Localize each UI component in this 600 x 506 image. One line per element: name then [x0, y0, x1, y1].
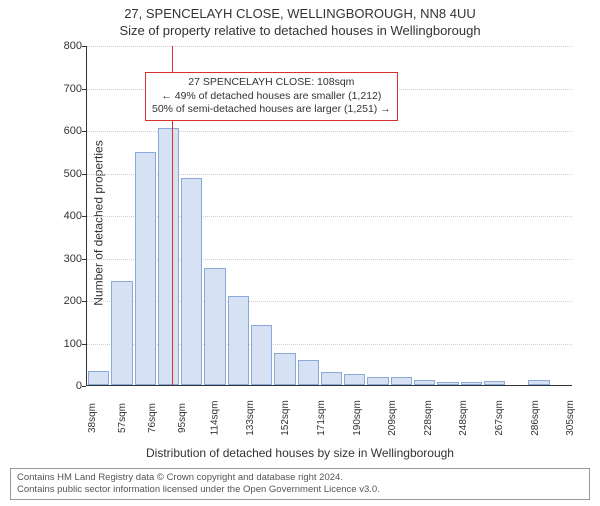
histogram-bar	[135, 152, 156, 385]
x-tick-label: 248sqm	[458, 400, 486, 436]
x-tick-label: 57sqm	[117, 403, 145, 433]
x-tick-label: 114sqm	[209, 401, 237, 436]
histogram-bar	[484, 381, 505, 385]
y-tick-label: 300	[52, 253, 82, 265]
histogram-bar	[251, 325, 272, 385]
histogram-bar	[228, 296, 249, 385]
histogram-bar	[111, 281, 132, 385]
y-tick-label: 400	[52, 210, 82, 222]
histogram-bar	[414, 380, 435, 385]
page-subtitle: Size of property relative to detached ho…	[0, 23, 600, 38]
y-tick-label: 100	[52, 338, 82, 350]
page-title: 27, SPENCELAYH CLOSE, WELLINGBOROUGH, NN…	[0, 6, 600, 21]
histogram-chart: Number of detached properties 27 SPENCEL…	[52, 46, 572, 416]
x-tick-label: 228sqm	[423, 400, 451, 436]
histogram-bar	[158, 128, 179, 385]
histogram-bar	[181, 178, 202, 385]
x-tick-label: 95sqm	[177, 403, 205, 433]
histogram-bar	[461, 382, 482, 385]
x-tick-label: 152sqm	[280, 400, 308, 436]
x-tick-label: 171sqm	[316, 400, 344, 436]
histogram-bar	[528, 380, 549, 385]
histogram-bar	[204, 268, 225, 385]
x-tick-label: 209sqm	[387, 400, 415, 436]
x-tick-label: 190sqm	[351, 400, 379, 436]
histogram-bar	[88, 371, 109, 385]
x-tick-label: 76sqm	[147, 403, 175, 433]
histogram-bar	[321, 372, 342, 385]
x-axis-caption: Distribution of detached houses by size …	[0, 446, 600, 460]
x-tick-label: 286sqm	[529, 400, 557, 436]
histogram-bar	[391, 377, 412, 386]
property-callout: 27 SPENCELAYH CLOSE: 108sqm ← 49% of det…	[145, 72, 398, 121]
attribution-footer: Contains HM Land Registry data © Crown c…	[10, 468, 590, 500]
x-tick-label: 133sqm	[245, 400, 273, 436]
histogram-bar	[437, 382, 458, 385]
x-tick-label: 305sqm	[565, 400, 593, 436]
histogram-bar	[344, 374, 365, 385]
y-tick-label: 800	[52, 40, 82, 52]
footer-line-2: Contains public sector information licen…	[17, 484, 583, 496]
y-tick-label: 700	[52, 83, 82, 95]
callout-line-1: 27 SPENCELAYH CLOSE: 108sqm	[152, 76, 391, 90]
histogram-bar	[367, 377, 388, 385]
footer-line-1: Contains HM Land Registry data © Crown c…	[17, 472, 583, 484]
y-tick-label: 600	[52, 125, 82, 137]
x-labels: 38sqm57sqm76sqm95sqm114sqm133sqm152sqm17…	[86, 388, 572, 416]
callout-line-2: ← 49% of detached houses are smaller (1,…	[152, 90, 391, 104]
x-tick-label: 267sqm	[494, 400, 522, 436]
x-tick-label: 38sqm	[87, 403, 115, 433]
y-tick-label: 200	[52, 295, 82, 307]
y-tick-label: 0	[52, 380, 82, 392]
callout-line-3: 50% of semi-detached houses are larger (…	[152, 103, 391, 117]
histogram-bar	[274, 353, 295, 385]
histogram-bar	[298, 360, 319, 386]
plot-area: 27 SPENCELAYH CLOSE: 108sqm ← 49% of det…	[86, 46, 572, 386]
y-tick-label: 500	[52, 168, 82, 180]
